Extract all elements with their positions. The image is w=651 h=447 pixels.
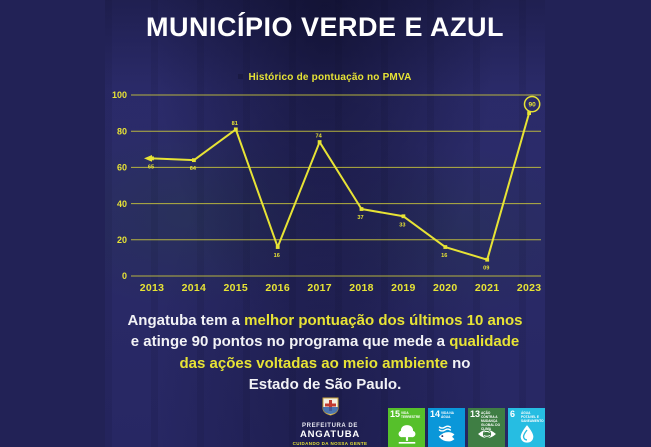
x-tick-label: 2017 — [307, 282, 332, 294]
x-tick-label: 2018 — [349, 282, 374, 294]
x-tick-label: 2020 — [433, 282, 458, 294]
caption: Angatuba tem a melhor pontuação dos últi… — [105, 310, 545, 395]
data-point — [150, 156, 154, 161]
data-point-label: 81 — [232, 121, 238, 127]
caption-line: das ações voltadas ao meio ambiente no — [105, 353, 545, 374]
caption-highlight-text: das ações voltadas ao meio ambiente — [179, 354, 448, 372]
x-tick-label: 2016 — [265, 282, 290, 294]
photo-panel: MUNICÍPIO VERDE E AZUL Histórico de pont… — [105, 0, 545, 447]
caption-highlight-text: qualidade — [449, 333, 520, 351]
caption-line: e atinge 90 pontos no programa que mede … — [105, 331, 545, 352]
data-point-label: 74 — [315, 134, 322, 140]
tree-icon — [398, 425, 415, 444]
sdg-tile-14: 14 Vida na água — [428, 408, 465, 447]
data-point — [233, 127, 238, 132]
legend-label: Histórico de pontuação no PMVA — [248, 72, 412, 83]
x-tick-label: 2013 — [140, 282, 165, 294]
page-title: MUNICÍPIO VERDE E AZUL — [145, 12, 505, 42]
chart-legend: Histórico de pontuação no PMVA — [105, 72, 545, 83]
eye-globe-icon — [477, 429, 496, 439]
line-start-arrow-icon — [144, 154, 152, 162]
y-tick-label: 20 — [117, 235, 127, 245]
data-point-label: 09 — [483, 266, 489, 272]
caption-text: e atinge 90 pontos no programa que mede … — [130, 333, 450, 351]
sdg-label: Vida terrestre — [401, 411, 421, 419]
caption-highlight-text: melhor pontuação dos últimos 10 anos — [244, 312, 523, 329]
sdg-number: 14 — [430, 409, 441, 419]
score-line — [151, 112, 531, 261]
sdg-tile-15: 15 Vida terrestre — [388, 408, 425, 447]
pmva-line-chart: 0 20 40 60 80 100 2013 2014 2015 2016 2017 2018 2019… — [112, 90, 542, 294]
data-point — [443, 245, 448, 249]
sdg-strip: 15 Vida terrestre 14 Vida na água 13 Ação con… — [388, 408, 545, 447]
data-point — [192, 158, 196, 163]
prefeitura-logo: PREFEITURA DE ANGATUBA CUIDANDO DA NOSSA… — [270, 397, 390, 446]
caption-line: Angatuba tem a melhor pontuação dos últi… — [105, 310, 545, 331]
y-tick-label: 60 — [117, 163, 127, 173]
logo-tagline: CUIDANDO DA NOSSA GENTE — [292, 441, 368, 446]
sdg-tile-6: 6 Água potável e saneamento — [508, 408, 545, 447]
sdg-number: 6 — [510, 409, 516, 419]
y-tick-label: 0 — [122, 271, 127, 281]
data-point — [527, 111, 531, 115]
sdg-label: Vida na água — [441, 411, 454, 419]
data-point — [359, 207, 364, 211]
data-point-label: 64 — [190, 166, 197, 172]
data-point-label: 33 — [399, 222, 405, 228]
sdg-label: Ação contra a mudança global do clima — [481, 411, 501, 431]
data-point — [275, 245, 280, 249]
sdg-number: 13 — [470, 409, 481, 419]
data-point-label: 16 — [441, 253, 447, 259]
coat-of-arms-icon — [322, 397, 338, 416]
legend-marker-icon — [238, 74, 244, 79]
caption-text: no — [447, 354, 471, 372]
x-tick-label: 2015 — [224, 282, 249, 294]
caption-text: Estado de São Paulo. — [248, 375, 402, 393]
x-tick-label: 2021 — [475, 282, 500, 294]
data-point — [485, 257, 490, 262]
sdg-tile-13: 13 Ação contra a mudança global do clima — [468, 408, 505, 447]
highlight-circle — [523, 95, 541, 113]
y-tick-label: 40 — [117, 199, 127, 209]
data-point — [401, 214, 406, 219]
data-point — [317, 140, 322, 144]
y-tick-label: 80 — [117, 126, 127, 136]
data-point-label: 37 — [357, 215, 363, 221]
fish-icon — [438, 425, 454, 442]
data-point-label: 90 — [528, 102, 536, 109]
caption-text: Angatuba tem a — [127, 312, 245, 329]
y-tick-label: 100 — [112, 90, 127, 100]
logo-name-line1: PREFEITURA DE — [302, 423, 358, 429]
data-point-label: 16 — [274, 253, 280, 259]
x-tick-label: 2014 — [182, 282, 207, 294]
data-point-label: 65 — [148, 164, 154, 170]
sdg-label: Água potável e saneamento — [521, 411, 544, 423]
x-tick-label: 2023 — [517, 282, 542, 294]
caption-line: Estado de São Paulo. — [105, 374, 545, 395]
x-tick-label: 2019 — [391, 282, 416, 294]
sdg-number: 15 — [390, 409, 401, 419]
water-drop-icon — [520, 425, 533, 443]
logo-name-line2: ANGATUBA — [299, 429, 361, 440]
